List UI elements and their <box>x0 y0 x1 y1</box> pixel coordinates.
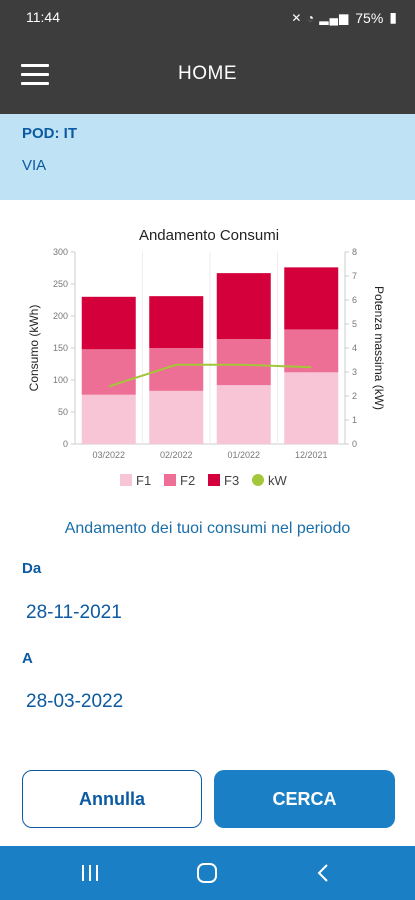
search-button[interactable]: CERCA <box>214 770 395 828</box>
y-tick-label: 200 <box>53 311 68 321</box>
y2-tick-label: 1 <box>352 415 357 425</box>
y-tick-label: 50 <box>58 407 68 417</box>
signal-icon: ✕ ◔ ▂▄▆ <box>291 10 350 25</box>
bar-f1 <box>216 385 271 444</box>
legend-label: F1 <box>136 473 151 488</box>
battery-text: 75% <box>355 9 384 26</box>
legend-label: kW <box>268 473 288 488</box>
bar-f3 <box>149 296 204 348</box>
y2-tick-label: 6 <box>352 295 357 305</box>
legend-swatch-f1 <box>120 474 132 486</box>
chart-title: Andamento Consumi <box>139 227 279 244</box>
y2-tick-label: 7 <box>352 271 357 281</box>
y2-tick-label: 5 <box>352 319 357 329</box>
x-tick-label: 03/2022 <box>92 450 125 460</box>
kw-line <box>108 363 312 388</box>
y-tick-label: 0 <box>63 439 68 449</box>
cancel-button[interactable]: Annulla <box>22 770 202 828</box>
y2-tick-label: 4 <box>352 343 357 353</box>
from-label: Da <box>22 560 42 577</box>
x-tick-label: 12/2021 <box>295 450 328 460</box>
bar-f3 <box>216 273 271 340</box>
app-bar: HOME <box>0 36 415 114</box>
battery-icon: ▮ <box>389 9 397 25</box>
system-nav-bar <box>0 846 415 900</box>
y-tick-label: 100 <box>53 375 68 385</box>
recent-apps-icon[interactable] <box>70 858 110 888</box>
y2-axis-label: Potenza massima (kW) <box>372 286 386 410</box>
bar-f2 <box>284 329 339 373</box>
y-tick-label: 250 <box>53 279 68 289</box>
status-bar: 11:44 ✕ ◔ ▂▄▆ 75% ▮ <box>0 0 415 36</box>
bar-f3 <box>81 296 136 350</box>
pod-info: POD: IT VIA <box>0 114 415 200</box>
period-subtitle: Andamento dei tuoi consumi nel periodo <box>64 520 351 537</box>
to-date-field[interactable]: 28-03-2022 <box>26 691 124 712</box>
pod-address: VIA <box>22 157 47 174</box>
back-icon[interactable] <box>303 858 343 888</box>
x-tick-label: 01/2022 <box>227 450 260 460</box>
y-axis-label: Consumo (kWh) <box>27 305 41 392</box>
y2-tick-label: 0 <box>352 439 357 449</box>
hamburger-menu-icon[interactable] <box>21 64 49 86</box>
legend-label: F3 <box>224 473 239 488</box>
home-icon[interactable] <box>187 858 227 888</box>
bar-f1 <box>284 372 339 444</box>
bar-f2 <box>149 348 204 391</box>
bar-f1 <box>81 394 136 444</box>
status-time: 11:44 <box>26 9 60 25</box>
consumption-chart: Andamento Consumi 0 50 100 150 200 250 300 0 1 2 3 4… <box>0 222 415 502</box>
pod-label: POD: IT <box>22 125 77 142</box>
bar-f2 <box>81 349 136 395</box>
status-icons: ✕ ◔ ▂▄▆ 75% ▮ <box>291 9 397 26</box>
chart-svg: Andamento Consumi 0 50 100 150 200 250 300 0 1 2 3 4… <box>27 227 386 488</box>
page-title: HOME <box>178 63 237 84</box>
bar-f3 <box>284 267 339 330</box>
y-tick-label: 150 <box>53 343 68 353</box>
bar-f1 <box>149 390 204 444</box>
legend-label: F2 <box>180 473 195 488</box>
legend-swatch-f3 <box>208 474 220 486</box>
y-tick-label: 300 <box>53 247 68 257</box>
to-label: A <box>22 650 33 667</box>
bar-f2 <box>216 339 271 386</box>
y2-tick-label: 2 <box>352 391 357 401</box>
y2-tick-label: 3 <box>352 367 357 377</box>
y2-tick-label: 8 <box>352 247 357 257</box>
x-tick-label: 02/2022 <box>160 450 193 460</box>
legend-swatch-kw <box>252 474 264 486</box>
legend-swatch-f2 <box>164 474 176 486</box>
from-date-field[interactable]: 28-11-2021 <box>26 602 122 623</box>
